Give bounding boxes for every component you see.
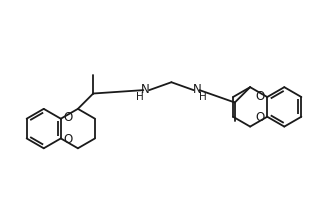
Text: O: O bbox=[255, 111, 265, 124]
Text: O: O bbox=[63, 111, 73, 124]
Text: H: H bbox=[199, 92, 206, 102]
Text: N: N bbox=[141, 83, 150, 96]
Text: N: N bbox=[193, 83, 202, 96]
Text: O: O bbox=[63, 133, 73, 146]
Text: O: O bbox=[255, 89, 265, 102]
Text: H: H bbox=[137, 92, 144, 102]
